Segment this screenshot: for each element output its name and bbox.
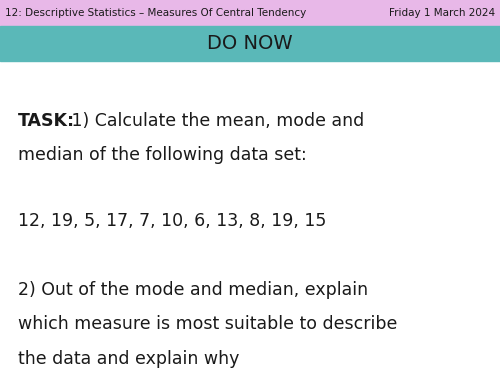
Text: 2) Out of the mode and median, explain: 2) Out of the mode and median, explain	[18, 281, 368, 299]
Text: 12, 19, 5, 17, 7, 10, 6, 13, 8, 19, 15: 12, 19, 5, 17, 7, 10, 6, 13, 8, 19, 15	[18, 212, 326, 230]
Text: the data and explain why: the data and explain why	[18, 350, 239, 368]
Text: 12: Descriptive Statistics – Measures Of Central Tendency: 12: Descriptive Statistics – Measures Of…	[5, 8, 306, 18]
Text: TASK:: TASK:	[18, 112, 74, 130]
Bar	[0, 26, 500, 61]
Text: which measure is most suitable to describe: which measure is most suitable to descri…	[18, 315, 397, 333]
Text: 1) Calculate the mean, mode and: 1) Calculate the mean, mode and	[66, 112, 364, 130]
Bar	[0, 0, 500, 26]
Text: Friday 1 March 2024: Friday 1 March 2024	[389, 8, 495, 18]
Text: median of the following data set:: median of the following data set:	[18, 146, 306, 164]
Text: DO NOW: DO NOW	[207, 34, 293, 53]
